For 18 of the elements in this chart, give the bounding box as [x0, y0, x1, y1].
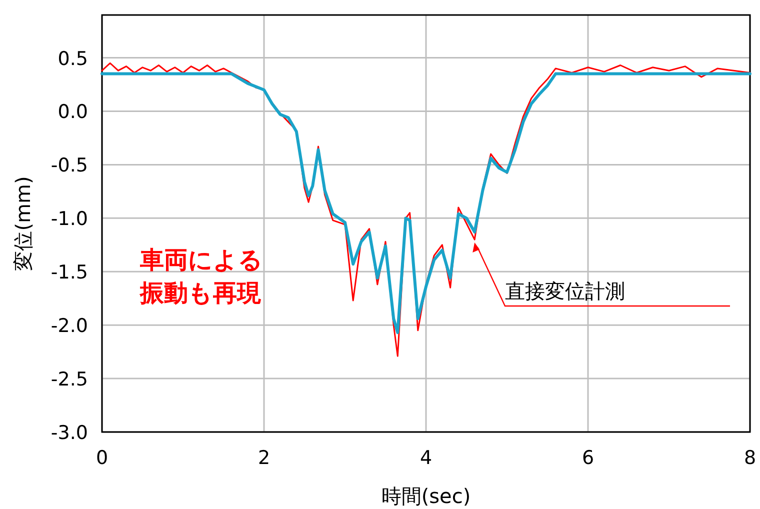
y-tick-label: -0.5 [50, 154, 88, 177]
y-tick-label: -2.5 [50, 368, 88, 391]
y-tick-label: 0.5 [58, 48, 88, 70]
y-axis-title: 変位(mm) [11, 176, 35, 271]
annotation: 振動も再現 [139, 279, 262, 307]
x-axis-title: 時間(sec) [381, 484, 471, 508]
x-tick-label: 6 [582, 447, 594, 469]
y-tick-label: -2.0 [50, 315, 88, 338]
x-tick-label: 0 [96, 447, 108, 469]
text: 直接変位計測 [505, 279, 625, 303]
x-tick-label: 8 [744, 447, 756, 469]
y-tick-label: -3.0 [50, 422, 88, 444]
x-tick-label: 2 [258, 447, 270, 469]
x-tick-label: 4 [420, 447, 432, 469]
y-tick-label: 0.0 [58, 101, 88, 124]
y-tick-label: -1.5 [50, 262, 88, 284]
y-tick-label: -1.0 [50, 208, 88, 230]
annotation: 車両による [139, 246, 263, 274]
